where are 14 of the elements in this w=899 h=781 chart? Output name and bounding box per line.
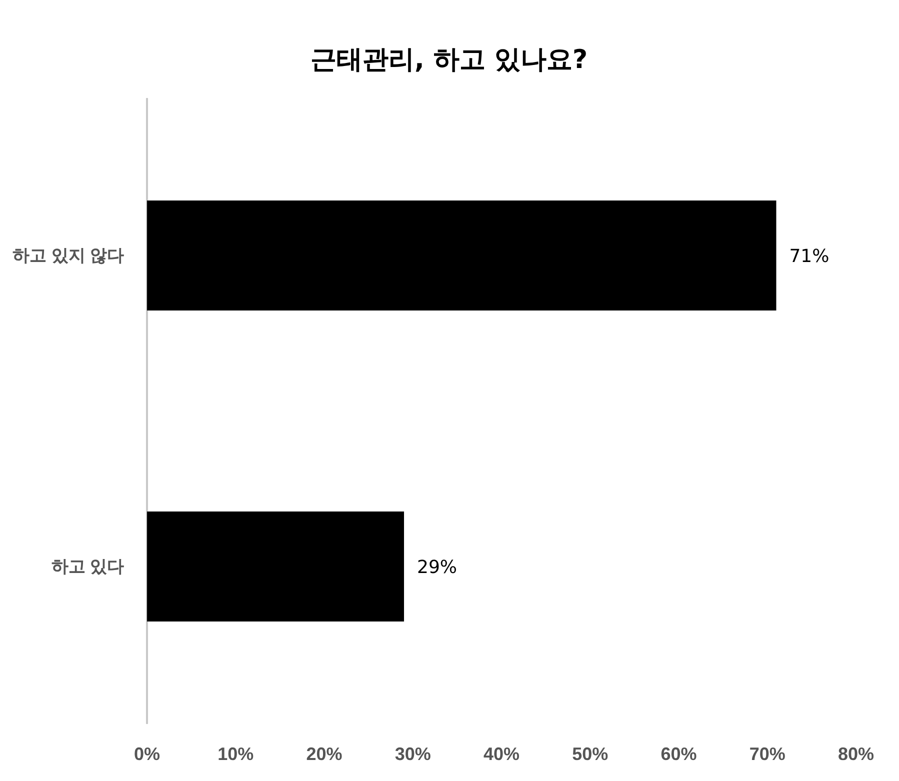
y-tick-label: 하고 있지 않다	[12, 246, 124, 265]
x-tick-label: 50%	[572, 744, 608, 764]
x-tick-label: 30%	[394, 744, 431, 764]
y-tick-label: 하고 있다	[51, 556, 124, 576]
x-tick-label: 10%	[218, 744, 254, 764]
x-tick-label: 20%	[306, 744, 342, 764]
data-label: 29%	[417, 556, 458, 578]
x-tick-label: 40%	[483, 744, 520, 764]
data-label: 71%	[789, 246, 830, 267]
x-tick-label: 80%	[838, 744, 874, 764]
x-tick-label: 70%	[749, 744, 786, 764]
x-tick-label: 0%	[134, 744, 160, 764]
x-tick-label: 60%	[660, 744, 697, 764]
chart-title: 근태관리, 하고 있나요?	[310, 45, 588, 75]
